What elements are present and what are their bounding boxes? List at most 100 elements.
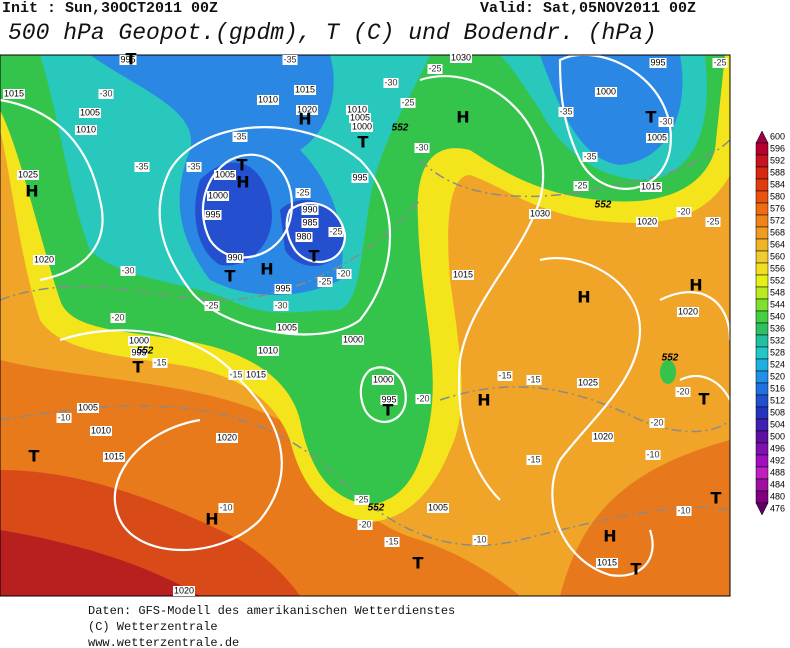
temperature-label-box (186, 162, 202, 172)
temperature-label: -25 (205, 300, 218, 310)
pressure-label: 1015 (453, 269, 473, 279)
height-label: 552 (137, 346, 154, 357)
temperature-label: -35 (283, 54, 296, 64)
colorbar-cell (755, 322, 769, 336)
pressure-label: 985 (302, 217, 317, 227)
temperature-label: -30 (121, 265, 134, 275)
pressure-label: 1005 (78, 402, 98, 412)
colorbar-cell (755, 298, 769, 312)
temperature-label: -15 (385, 536, 398, 546)
pressure-label-box (301, 218, 319, 228)
colorbar-label: 580 (770, 191, 785, 201)
temperature-label: -25 (318, 276, 331, 286)
temperature-label-box (273, 301, 289, 311)
pressure-label-box (16, 170, 40, 180)
temperature-label: -25 (401, 97, 414, 107)
pressure-label: 1020 (637, 216, 657, 226)
pressure-label: 995 (205, 209, 220, 219)
colorbar-label: 512 (770, 395, 785, 405)
temperature-label: -10 (677, 505, 690, 515)
height-label: 552 (595, 200, 612, 211)
colorbar-label: 572 (770, 215, 785, 225)
pressure-label-box (130, 348, 148, 358)
temperature-label: -15 (527, 374, 540, 384)
valid-time: Valid: Sat,05NOV2011 00Z (480, 0, 696, 17)
footer-line: Daten: GFS-Modell des amerikanischen Wet… (88, 604, 455, 618)
pressure-isobar (659, 291, 730, 401)
temperature-label-box (357, 520, 373, 530)
pressure-label: 1010 (258, 94, 278, 104)
temperature-label: -35 (187, 161, 200, 171)
temperature-label-box (228, 370, 244, 380)
pressure-label: 1005 (80, 107, 100, 117)
temperature-label-box (414, 143, 430, 153)
field-green-spot (660, 360, 676, 384)
pressure-label-box (89, 426, 113, 436)
height-label: 552 (662, 353, 679, 364)
pressure-label-box (102, 452, 126, 462)
colorbar-cell (755, 190, 769, 204)
temperature-label-box (712, 58, 728, 68)
pressure-label: 1030 (530, 208, 550, 218)
temperature-label-box (110, 313, 126, 323)
pressure-isobar (158, 126, 392, 336)
field-dark-blue (195, 162, 272, 266)
pressure-label-box (576, 378, 600, 388)
temperature-label-box (658, 117, 674, 127)
temperature-label: -10 (646, 449, 659, 459)
pressure-label: 1025 (18, 169, 38, 179)
map-frame (0, 54, 731, 597)
temperature-label-box (497, 371, 513, 381)
pressure-center: T (237, 156, 248, 175)
colorbar-cell (755, 442, 769, 456)
pressure-label: 995 (352, 172, 367, 182)
pressure-center: H (260, 260, 273, 279)
temperature-label: -30 (659, 116, 672, 126)
pressure-label: 1010 (76, 124, 96, 134)
pressure-label-box (350, 122, 374, 132)
temperature-label: -35 (559, 106, 572, 116)
temperature-label: -20 (650, 417, 663, 427)
pressure-label: 1015 (4, 88, 24, 98)
pressure-label-box (256, 95, 280, 105)
temperature-label-box (415, 394, 431, 404)
colorbar-cell (755, 262, 769, 276)
temperature-label: -25 (428, 63, 441, 73)
pressure-label: 1020 (297, 104, 317, 114)
colorbar-cell (755, 490, 769, 504)
colorbar-label: 480 (770, 491, 785, 501)
pressure-label: 1015 (246, 369, 266, 379)
pressure-center: H (25, 182, 38, 201)
pressure-label-box (119, 55, 137, 65)
pressure-center: T (309, 247, 320, 266)
pressure-center: T (646, 108, 657, 127)
colorbar-label: 492 (770, 455, 785, 465)
colorbar-label: 548 (770, 287, 785, 297)
pressure-label: 1015 (295, 84, 315, 94)
pressure-label-box (351, 173, 369, 183)
temperature-label: -20 (337, 268, 350, 278)
pressure-label: 1015 (104, 451, 124, 461)
pressure-label-box (213, 170, 237, 180)
temperature-label-box (295, 188, 311, 198)
pressure-label: 1005 (215, 169, 235, 179)
temperature-label-box (98, 89, 114, 99)
colorbar-label: 568 (770, 227, 785, 237)
pressure-label-box (78, 108, 102, 118)
pressure-label-box (449, 53, 473, 63)
temperature-label-box (354, 495, 370, 505)
pressure-label: 1010 (91, 425, 111, 435)
colorbar-cell (755, 202, 769, 216)
pressure-label-box (380, 395, 398, 405)
pressure-label-box (2, 89, 26, 99)
colorbar-label: 544 (770, 299, 785, 309)
pressure-center: H (577, 288, 590, 307)
colorbar-label: 476 (770, 503, 785, 513)
pressure-label-box (676, 307, 700, 317)
pressure-label: 1030 (451, 52, 471, 62)
temperature-label: -30 (415, 142, 428, 152)
temperature-label-box (472, 535, 488, 545)
temperature-label-box (526, 455, 542, 465)
temperature-label: -30 (384, 77, 397, 87)
pressure-label-box (295, 232, 313, 242)
